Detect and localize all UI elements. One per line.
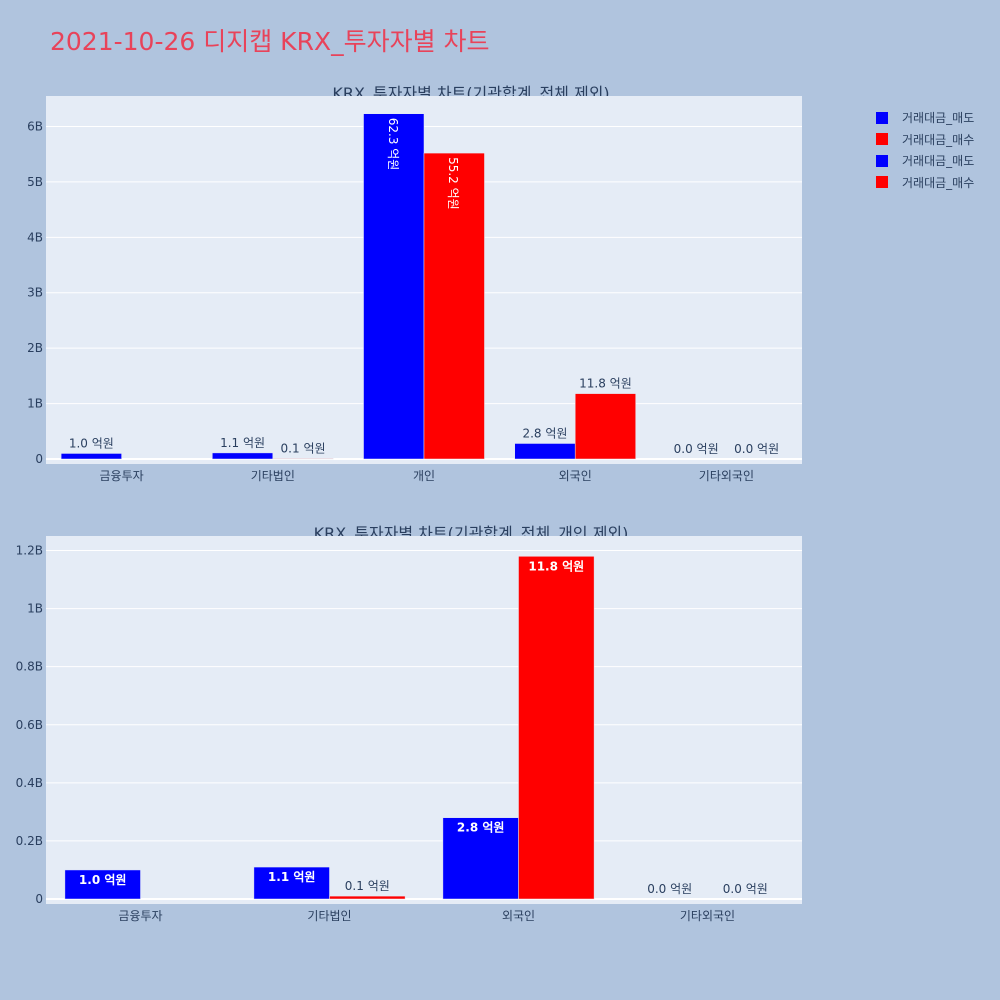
data-label: 0.0 억원 [674, 442, 719, 456]
data-label: 1.0 억원 [79, 873, 127, 887]
legend-label: 거래대금_매수 [902, 175, 975, 190]
bar-sell [64, 869, 141, 900]
x-tick-label: 기타법인 [251, 469, 295, 483]
y-tick-label: 1B [27, 397, 43, 411]
y-tick-label: 0.8B [16, 660, 43, 674]
legend-swatch-icon [876, 111, 888, 124]
y-tick-label: 1.2B [16, 544, 43, 558]
x-tick-label: 개인 [413, 469, 435, 483]
data-label: 1.0 억원 [69, 436, 114, 450]
y-tick-label: 0.2B [16, 834, 43, 848]
legend[interactable]: 거래대금_매도 거래대금_매수 거래대금_매도 거래대금_매수 [876, 107, 974, 193]
data-label: 2.8 억원 [522, 426, 567, 440]
y-tick-label: 0.6B [16, 718, 43, 732]
y-tick-label: 2B [27, 341, 43, 355]
legend-item[interactable]: 거래대금_매도 [876, 150, 974, 172]
legend-label: 거래대금_매수 [902, 132, 975, 147]
data-label: 0.1 억원 [281, 441, 326, 455]
bar-buy [272, 458, 334, 460]
data-label: 11.8 억원 [579, 377, 632, 391]
legend-swatch-icon [876, 176, 888, 189]
y-tick-label: 6B [27, 119, 43, 133]
bar-sell [60, 453, 122, 460]
page-title: 2021-10-26 디지캡 KRX_투자자별 차트 [50, 27, 490, 56]
data-label: 0.0 억원 [723, 882, 768, 896]
data-label: 1.1 억원 [268, 870, 316, 884]
x-tick-label: 금융투자 [118, 909, 162, 923]
data-label: 2.8 억원 [457, 821, 505, 835]
bar-sell [253, 866, 330, 900]
x-tick-label: 기타외국인 [699, 469, 754, 483]
x-tick-label: 외국인 [559, 469, 592, 483]
x-tick-label: 금융투자 [100, 469, 144, 483]
data-label: 0.0 억원 [647, 882, 692, 896]
x-tick-label: 기타외국인 [680, 909, 735, 923]
legend-label: 거래대금_매도 [902, 154, 975, 169]
data-label: 1.1 억원 [220, 436, 265, 450]
bar-buy [518, 556, 595, 900]
y-tick-label: 0 [35, 892, 43, 906]
bar-sell [514, 443, 576, 460]
data-label: 0.0 억원 [734, 442, 779, 456]
y-tick-label: 1B [27, 602, 43, 616]
x-tick-label: 외국인 [502, 909, 535, 923]
bar-sell [363, 113, 425, 460]
bar-buy [423, 152, 485, 460]
legend-item[interactable]: 거래대금_매수 [876, 172, 974, 194]
data-label: 0.1 억원 [345, 879, 390, 893]
bar-sell [212, 452, 274, 460]
bar-sell [442, 817, 519, 900]
legend-label: 거래대금_매도 [902, 111, 975, 126]
bar-buy [329, 895, 406, 900]
y-tick-label: 5B [27, 175, 43, 189]
legend-swatch-icon [876, 133, 888, 146]
y-tick-label: 0.4B [16, 776, 43, 790]
data-label: 55.2 억원 [446, 157, 460, 210]
plot-area [46, 536, 802, 904]
data-label: 11.8 억원 [528, 559, 584, 573]
y-tick-label: 3B [27, 286, 43, 300]
legend-swatch-icon [876, 154, 888, 167]
data-label: 62.3 억원 [386, 118, 400, 171]
legend-item[interactable]: 거래대금_매수 [876, 129, 974, 151]
y-tick-label: 0 [35, 452, 43, 466]
bar-buy [574, 393, 636, 460]
legend-item[interactable]: 거래대금_매도 [876, 107, 974, 129]
x-tick-label: 기타법인 [307, 909, 351, 923]
y-tick-label: 4B [27, 230, 43, 244]
